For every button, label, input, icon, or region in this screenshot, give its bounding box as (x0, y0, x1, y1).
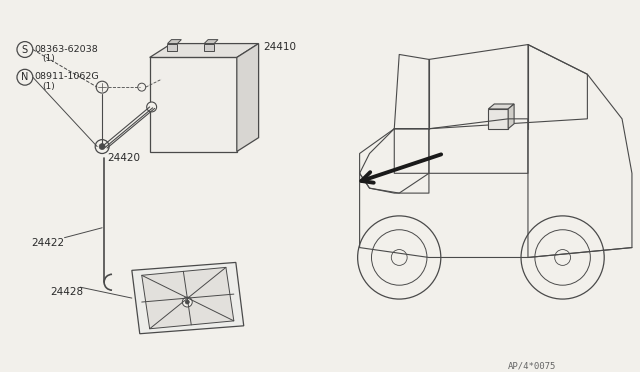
Circle shape (358, 216, 441, 299)
Text: (1): (1) (43, 54, 56, 64)
Text: 24428: 24428 (51, 287, 84, 297)
Text: N: N (21, 72, 29, 82)
Circle shape (182, 297, 192, 307)
Polygon shape (141, 267, 234, 329)
Circle shape (99, 144, 105, 150)
Circle shape (371, 230, 427, 285)
Text: AP/4*0075: AP/4*0075 (508, 362, 557, 371)
Circle shape (96, 81, 108, 93)
Polygon shape (150, 44, 259, 57)
Polygon shape (237, 44, 259, 151)
Polygon shape (204, 39, 218, 44)
Text: 24420: 24420 (107, 154, 140, 164)
Polygon shape (150, 57, 237, 151)
Polygon shape (204, 44, 214, 51)
Circle shape (555, 250, 570, 265)
Circle shape (535, 230, 590, 285)
Circle shape (521, 216, 604, 299)
Circle shape (17, 42, 33, 57)
Text: 24422: 24422 (31, 238, 64, 248)
Text: (1): (1) (43, 82, 56, 91)
Polygon shape (488, 109, 508, 129)
Polygon shape (168, 44, 177, 51)
Polygon shape (488, 104, 514, 109)
Text: S: S (22, 45, 28, 55)
Polygon shape (168, 39, 181, 44)
Text: 08363-62038: 08363-62038 (35, 45, 99, 54)
Circle shape (186, 300, 189, 304)
Circle shape (391, 250, 407, 265)
Circle shape (147, 102, 157, 112)
Polygon shape (132, 262, 244, 334)
Polygon shape (508, 104, 514, 129)
Polygon shape (429, 45, 588, 129)
Text: 24410: 24410 (264, 42, 296, 52)
Circle shape (138, 83, 146, 91)
Circle shape (95, 140, 109, 154)
Circle shape (17, 69, 33, 85)
Text: 08911-1062G: 08911-1062G (35, 72, 99, 81)
